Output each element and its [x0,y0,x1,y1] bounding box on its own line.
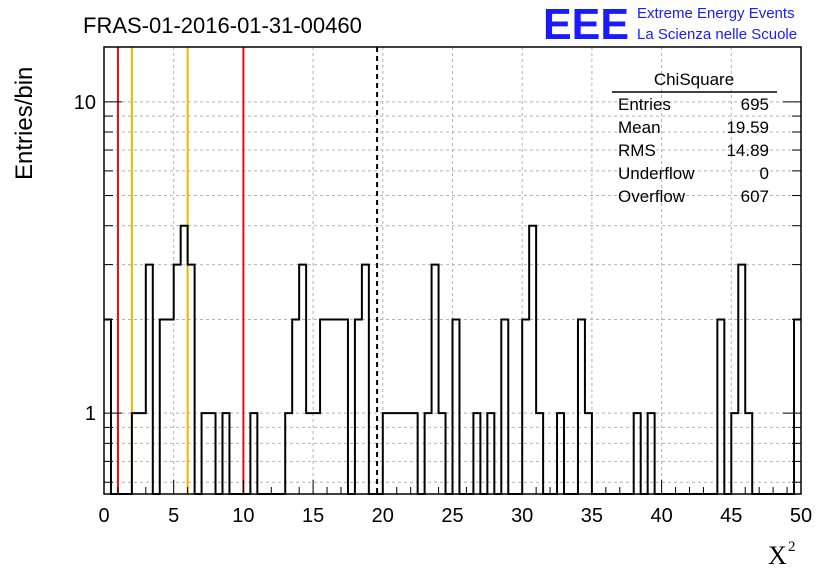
stats-row-value: 607 [741,187,769,206]
y-tick-label: 10 [74,92,96,114]
x-tick-label: 35 [581,505,603,527]
x-tick-label: 40 [650,505,672,527]
chart-title: FRAS-01-2016-01-31-00460 [83,13,362,38]
x-tick-label: 5 [168,505,179,527]
y-tick-labels: 1 10 [74,92,96,425]
stats-row-label: RMS [618,141,656,160]
stats-row-label: Mean [618,118,661,137]
stats-row-label: Overflow [618,187,686,206]
axis-ticks [103,101,802,494]
y-axis-label: Entries/bin [11,67,38,180]
x-tick-label: 10 [232,505,254,527]
stats-row-value: 0 [760,164,769,183]
stats-row-label: Entries [618,95,671,114]
x-tick-labels: 0 5 10 15 20 25 30 35 40 45 50 [98,505,812,527]
x-tick-label: 25 [441,505,463,527]
eee-logo-mark: EEE [543,0,629,49]
stats-row-label: Underflow [618,164,695,183]
y-tick-label: 1 [85,403,96,425]
stats-row-value: 695 [741,95,769,114]
eee-logo: EEE Extreme Energy Events La Scienza nel… [543,0,797,49]
x-axis-label: X [768,541,787,570]
stats-box-rows: Entries 695 Mean 19.59 RMS 14.89 Underflow 0 Ove… [618,95,769,206]
stats-box: ChiSquare Entries 695 Mean 19.59 RMS 14.89 Und… [612,70,777,206]
x-tick-label: 0 [98,505,109,527]
x-tick-label: 20 [372,505,394,527]
x-tick-label: 15 [302,505,324,527]
x-tick-label: 50 [790,505,812,527]
x-axis-label-superscript: 2 [788,539,796,555]
logo-line-2: La Scienza nelle Scuole [637,26,797,43]
logo-line-1: Extreme Energy Events [637,5,795,22]
stats-row-value: 14.89 [726,141,769,160]
x-tick-label: 45 [720,505,742,527]
stats-row-value: 19.59 [726,118,769,137]
x-tick-label: 30 [511,505,533,527]
stats-box-title: ChiSquare [654,70,734,89]
